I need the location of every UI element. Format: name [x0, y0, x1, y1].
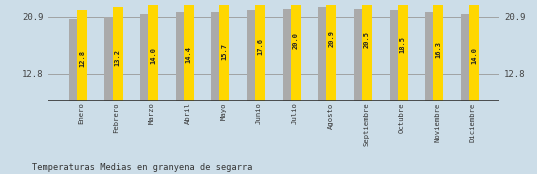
Text: 20.0: 20.0	[293, 32, 299, 49]
Bar	[461, 14, 472, 101]
Bar	[212, 12, 223, 101]
Bar	[318, 7, 330, 101]
Bar	[354, 9, 365, 101]
Bar	[425, 12, 437, 101]
Bar	[326, 0, 336, 101]
Text: 12.8: 12.8	[79, 50, 85, 67]
Text: 20.5: 20.5	[364, 31, 370, 48]
Text: 16.3: 16.3	[436, 41, 441, 58]
Bar	[398, 0, 408, 101]
Text: 14.0: 14.0	[471, 47, 477, 64]
Bar	[77, 10, 87, 101]
Bar	[176, 12, 187, 101]
Text: Temperaturas Medias en granyena de segarra: Temperaturas Medias en granyena de segar…	[32, 163, 253, 172]
Bar	[255, 0, 265, 101]
Text: 13.2: 13.2	[114, 49, 120, 66]
Text: 18.5: 18.5	[400, 36, 405, 53]
Bar	[113, 7, 122, 101]
Bar	[362, 0, 372, 101]
Bar	[140, 14, 151, 101]
Bar	[184, 0, 194, 101]
Text: 15.7: 15.7	[221, 43, 228, 60]
Bar	[148, 2, 158, 101]
Bar	[247, 10, 258, 101]
Bar	[69, 19, 80, 101]
Text: 14.0: 14.0	[150, 47, 156, 64]
Bar	[389, 10, 401, 101]
Bar	[220, 0, 229, 101]
Bar	[105, 17, 116, 101]
Text: 14.4: 14.4	[186, 46, 192, 63]
Text: 17.6: 17.6	[257, 38, 263, 55]
Bar	[282, 9, 294, 101]
Text: 20.9: 20.9	[328, 30, 335, 47]
Bar	[469, 2, 479, 101]
Bar	[291, 0, 301, 101]
Bar	[433, 0, 443, 101]
